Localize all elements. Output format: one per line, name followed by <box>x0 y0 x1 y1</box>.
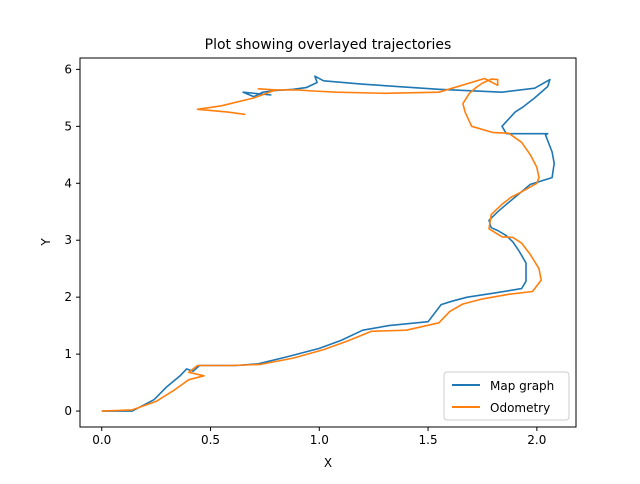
x-tick-label: 0.5 <box>201 433 220 447</box>
y-tick-label: 6 <box>64 62 72 76</box>
y-axis-label: Y <box>39 238 53 247</box>
y-tick-label: 0 <box>64 404 72 418</box>
plot-frame <box>79 57 577 428</box>
ticks-layer: 0.0 0.5 1.0 1.5 2.0 0 1 2 3 4 5 6 <box>64 62 546 447</box>
legend: Map graph Odometry <box>443 371 570 421</box>
legend-label-map-graph: Map graph <box>490 379 554 393</box>
y-tick-label: 5 <box>64 119 72 133</box>
x-tick-label: 1.5 <box>419 433 438 447</box>
x-tick-label: 2.0 <box>527 433 546 447</box>
y-tick-label: 1 <box>64 347 72 361</box>
x-axis-label: X <box>324 456 332 470</box>
series-line-odometry <box>101 77 543 412</box>
series-line-map-graph <box>101 75 556 412</box>
y-tick-label: 2 <box>64 290 72 304</box>
y-tick-label: 3 <box>64 233 72 247</box>
series-layer <box>101 75 556 412</box>
chart-title: Plot showing overlayed trajectories <box>205 37 452 53</box>
x-tick-label: 0.0 <box>92 433 111 447</box>
legend-label-odometry: Odometry <box>490 401 550 415</box>
y-tick-label: 4 <box>64 176 72 190</box>
x-tick-label: 1.0 <box>310 433 329 447</box>
